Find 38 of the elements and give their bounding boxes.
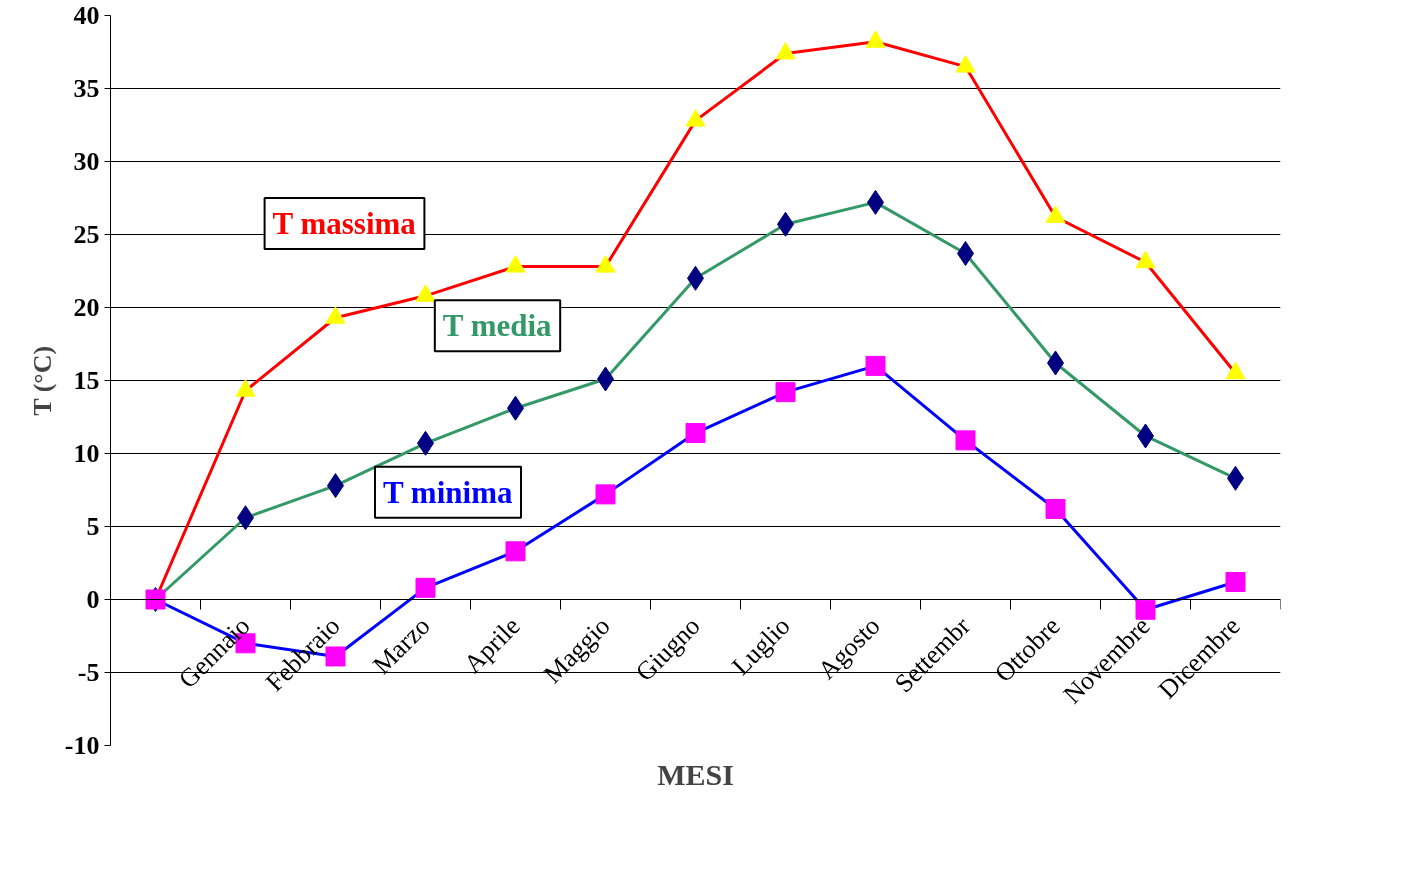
point (1045, 205, 1066, 223)
y-tick-label: 10 (73, 439, 100, 468)
point (505, 541, 526, 562)
point (415, 577, 436, 598)
point (1225, 361, 1246, 380)
point (505, 255, 526, 273)
point (235, 379, 256, 397)
y-tick-label: 25 (73, 220, 100, 249)
y-tick-label: 5 (86, 512, 100, 541)
y-tick-label: 35 (73, 74, 100, 103)
y-tick-label: 15 (73, 366, 100, 395)
point (325, 306, 346, 324)
y-axis-title: T (°C) (27, 345, 57, 416)
point (955, 430, 976, 451)
series-label: T massima (272, 206, 417, 242)
point (685, 109, 706, 127)
point (1225, 571, 1246, 592)
point (775, 41, 796, 60)
point (775, 382, 796, 403)
y-tick-label: -10 (64, 731, 100, 760)
point (1135, 599, 1156, 620)
point (595, 484, 616, 505)
point (865, 355, 886, 376)
series-label: T media (442, 308, 553, 344)
point (595, 255, 616, 273)
y-tick-label: 40 (73, 1, 100, 30)
point (955, 55, 976, 73)
y-tick-label: 30 (73, 147, 100, 176)
point (1045, 498, 1066, 519)
series-label: T minima (382, 474, 513, 510)
point (685, 423, 706, 444)
x-axis-title: MESI (657, 757, 734, 791)
y-tick-label: -5 (77, 658, 100, 687)
y-tick-label: 20 (73, 293, 100, 322)
point (865, 30, 886, 48)
y-tick-label: 0 (86, 585, 100, 614)
point (415, 284, 436, 302)
point (1135, 250, 1156, 269)
